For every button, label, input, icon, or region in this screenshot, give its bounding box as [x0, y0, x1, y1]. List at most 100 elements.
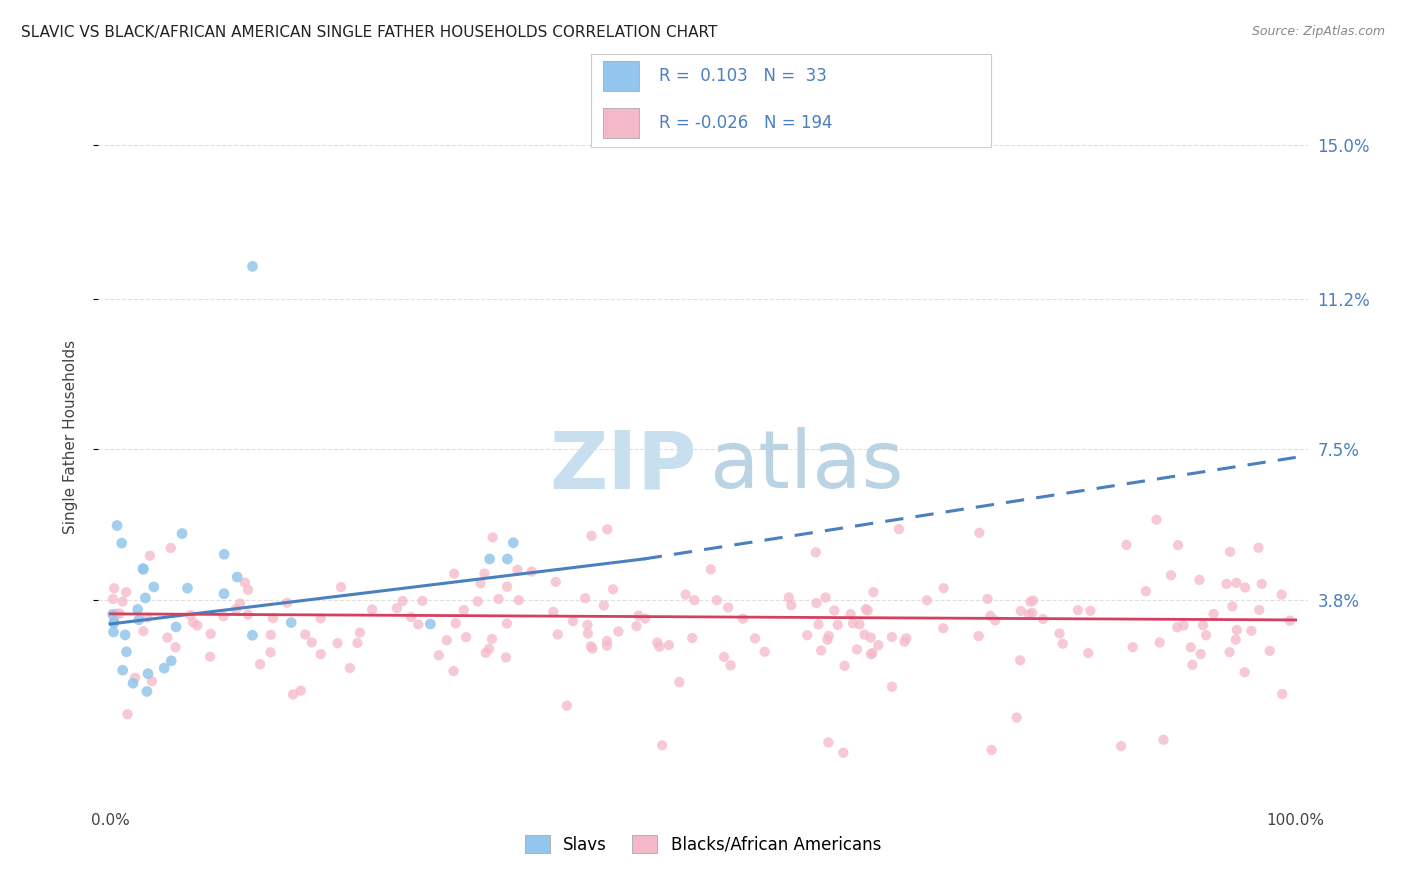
Point: [1052, 637, 1074, 651]
Point: [478, 552, 501, 566]
Point: [114, 628, 136, 642]
Point: [226, 570, 249, 584]
Point: [880, 630, 903, 644]
Point: [842, 616, 865, 631]
Point: [984, 614, 1007, 628]
Point: [817, 735, 839, 749]
Bar: [603, 108, 638, 138]
Point: [101, 592, 124, 607]
Point: [581, 641, 603, 656]
Point: [626, 619, 648, 633]
Point: [562, 614, 585, 628]
Point: [1250, 577, 1272, 591]
Point: [1226, 623, 1249, 637]
Point: [520, 565, 543, 579]
Point: [778, 591, 800, 605]
Point: [1271, 588, 1294, 602]
Point: [1019, 595, 1042, 609]
Point: [817, 632, 839, 647]
Point: [780, 598, 803, 612]
Point: [668, 675, 690, 690]
Point: [1219, 545, 1241, 559]
Point: [198, 649, 221, 664]
Point: [496, 552, 519, 566]
Point: [103, 582, 125, 596]
Point: [859, 647, 882, 661]
Point: [855, 602, 877, 616]
Point: [236, 607, 259, 622]
Bar: [603, 61, 638, 91]
Point: [645, 635, 668, 649]
Point: [979, 608, 1001, 623]
Point: [160, 654, 183, 668]
Point: [242, 260, 264, 274]
Point: [233, 575, 256, 590]
Point: [443, 566, 465, 581]
Point: [132, 562, 155, 576]
Point: [806, 596, 828, 610]
Point: [1067, 603, 1090, 617]
Point: [262, 611, 284, 625]
Point: [1122, 640, 1144, 655]
Point: [1021, 606, 1043, 620]
Point: [1010, 604, 1032, 618]
Point: [111, 536, 134, 550]
Point: [122, 676, 145, 690]
Point: [124, 671, 146, 685]
Point: [249, 657, 271, 672]
Point: [339, 661, 361, 675]
Text: R = -0.026   N = 194: R = -0.026 N = 194: [658, 114, 832, 132]
Point: [717, 600, 740, 615]
Point: [105, 607, 128, 621]
Point: [713, 649, 735, 664]
Point: [1173, 618, 1195, 632]
Point: [134, 591, 156, 605]
Point: [817, 629, 839, 643]
Point: [506, 563, 529, 577]
Point: [444, 616, 467, 631]
Text: Source: ZipAtlas.com: Source: ZipAtlas.com: [1251, 25, 1385, 38]
Point: [555, 698, 578, 713]
Point: [1195, 628, 1218, 642]
Point: [212, 547, 235, 561]
Point: [294, 627, 316, 641]
Point: [159, 541, 181, 555]
Point: [456, 630, 478, 644]
Point: [683, 593, 706, 607]
Point: [915, 593, 938, 607]
Point: [648, 640, 671, 654]
Point: [156, 631, 179, 645]
Point: [165, 640, 187, 655]
Point: [103, 624, 125, 639]
Point: [280, 615, 302, 630]
Point: [330, 580, 353, 594]
Point: [481, 531, 503, 545]
Point: [281, 688, 304, 702]
Point: [309, 611, 332, 625]
Point: [602, 582, 624, 597]
Point: [495, 650, 517, 665]
Point: [607, 624, 630, 639]
Point: [1202, 607, 1225, 621]
Point: [419, 617, 441, 632]
Point: [259, 645, 281, 659]
Point: [807, 617, 830, 632]
Point: [136, 666, 159, 681]
Point: [744, 632, 766, 646]
Point: [467, 594, 489, 608]
Point: [436, 633, 458, 648]
Point: [1049, 626, 1071, 640]
Point: [470, 576, 492, 591]
Point: [967, 629, 990, 643]
Point: [1160, 568, 1182, 582]
Y-axis label: Single Father Households: Single Father Households: [63, 340, 77, 534]
Point: [720, 658, 742, 673]
Point: [176, 581, 198, 595]
Point: [242, 628, 264, 642]
Point: [574, 591, 596, 606]
Point: [309, 647, 332, 661]
Point: [1146, 513, 1168, 527]
Text: atlas: atlas: [709, 427, 904, 506]
Point: [544, 574, 567, 589]
Point: [443, 664, 465, 678]
